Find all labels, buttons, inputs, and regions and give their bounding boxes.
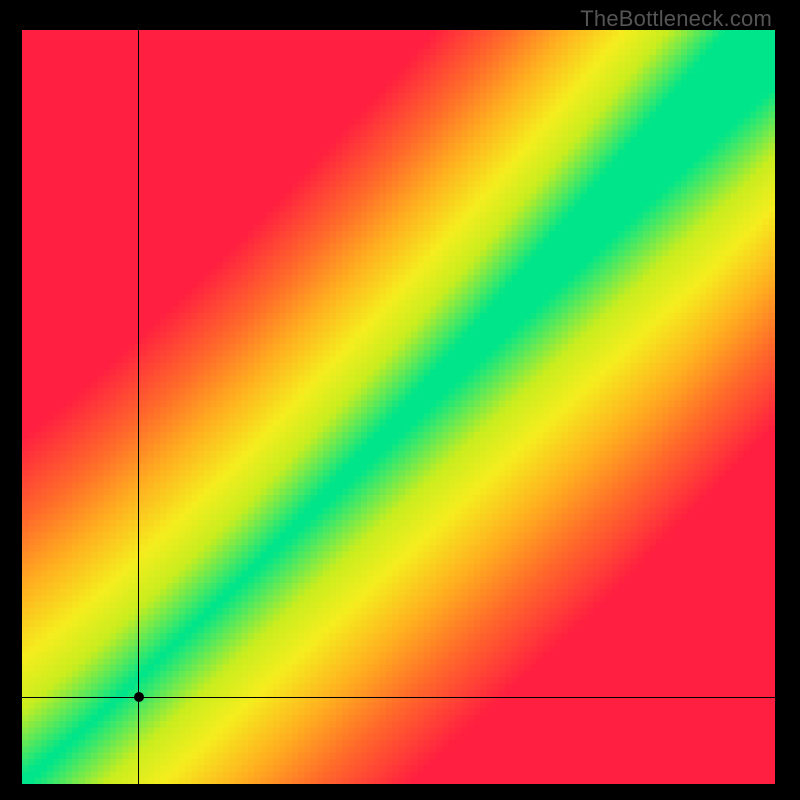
crosshair-vertical xyxy=(138,30,139,784)
chart-container: TheBottleneck.com xyxy=(0,0,800,800)
crosshair-marker-dot xyxy=(134,692,144,702)
bottleneck-heatmap xyxy=(22,30,775,784)
watermark-text: TheBottleneck.com xyxy=(580,6,772,32)
plot-area xyxy=(22,30,775,784)
